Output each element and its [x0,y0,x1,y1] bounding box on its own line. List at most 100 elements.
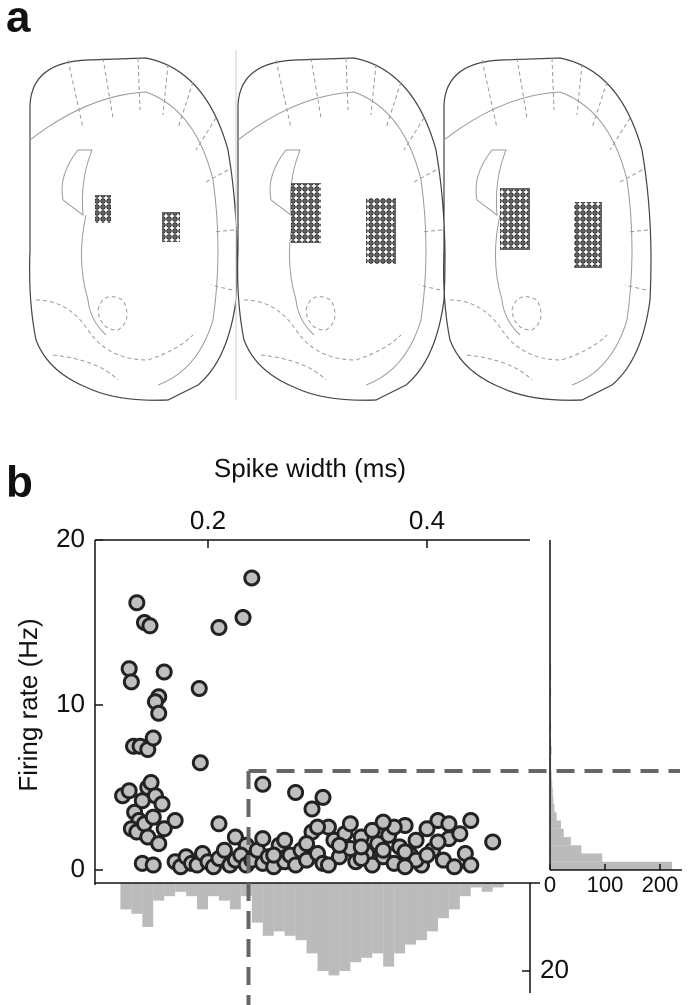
data-point [396,858,414,876]
histogram-bar [550,771,552,780]
x-tick-label: 200 [642,872,679,897]
histogram-bar [427,883,438,932]
data-point [429,833,447,851]
data-point [276,831,294,849]
data-point [150,835,168,853]
histogram-bar [175,883,187,892]
data-point [445,858,463,876]
histogram-bar [550,787,553,796]
data-point [191,754,209,772]
data-point [141,617,159,635]
data-point [298,835,316,853]
data-point [243,569,261,587]
data-point [210,618,228,636]
histogram-bar [550,820,561,829]
histogram-bar [550,746,552,755]
data-point [254,775,272,793]
histogram-bar [306,883,318,954]
data-point [166,812,184,829]
histogram-bar [339,883,351,971]
x-tick-label: 0.2 [190,505,226,535]
data-point [254,830,272,848]
data-point [341,815,359,833]
histogram-bar [492,883,504,888]
data-point [265,846,283,864]
data-point [120,782,138,800]
histogram-bar [142,883,154,927]
histogram-bar [361,883,373,958]
histogram-bar [550,828,564,837]
brain-section [237,57,446,401]
data-point [319,856,337,874]
data-point [122,673,140,691]
histogram-bar [550,812,557,821]
data-point [144,729,162,747]
histogram-bar [197,883,208,910]
data-point [440,815,458,833]
data-point [155,663,173,681]
histogram-bar [229,883,241,910]
histogram-bar [262,883,274,936]
brain-section [443,57,652,401]
x-axis-label: Spike width (ms) [214,453,406,483]
data-point [144,856,162,874]
histogram-bar [240,883,252,897]
histogram-bar [251,883,263,923]
data-point [120,660,138,678]
data-point [309,818,326,836]
data-point [128,594,146,612]
data-point [153,795,171,813]
histogram-bar [405,883,417,945]
data-point [418,820,436,838]
histogram-bar [470,883,482,888]
histogram-bar [328,883,340,976]
data-point [190,680,208,697]
data-point [287,783,305,801]
histogram-bar [372,883,384,954]
x-tick-label: 0 [544,872,556,897]
data-point [451,825,469,843]
histogram-bar [153,883,165,901]
histogram-bar [164,883,176,897]
histogram-bar [550,804,555,813]
data-point [215,841,233,859]
data-point [234,609,252,627]
data-point [155,820,173,838]
y-axis-label: Firing rate (Hz) [13,618,43,791]
histogram-bar [416,883,427,941]
histogram-bar [131,883,143,914]
data-point [462,812,480,829]
histogram-bar [459,883,471,897]
histogram-bar [550,853,603,862]
data-point [303,800,321,818]
histogram-bar [350,883,362,963]
y-tick-label: 0 [71,853,85,883]
y-tick-label: 20 [540,954,569,984]
data-point [226,828,244,846]
data-point [144,808,162,826]
data-point [374,813,392,831]
x-tick-label: 100 [587,872,624,897]
histogram-bar [383,883,395,967]
histogram-bar [481,883,493,892]
data-point [352,838,370,856]
data-point [363,821,381,839]
histogram-bar [550,779,553,788]
histogram-bar [120,883,132,910]
histogram-bar [317,883,329,971]
data-point [374,841,392,859]
histogram-bar [218,883,230,901]
panel-label: b [6,458,33,507]
x-tick-label: 0.4 [409,505,445,535]
histogram-bar [186,883,198,897]
histogram-bar [284,883,296,936]
data-point [314,788,332,806]
histogram-bar [550,861,673,870]
brain-section [29,57,238,401]
histogram-bar [273,883,285,932]
histogram-bar [550,837,571,846]
y-tick-label: 10 [56,688,85,718]
histogram-bar [208,883,219,897]
data-point [330,836,348,854]
